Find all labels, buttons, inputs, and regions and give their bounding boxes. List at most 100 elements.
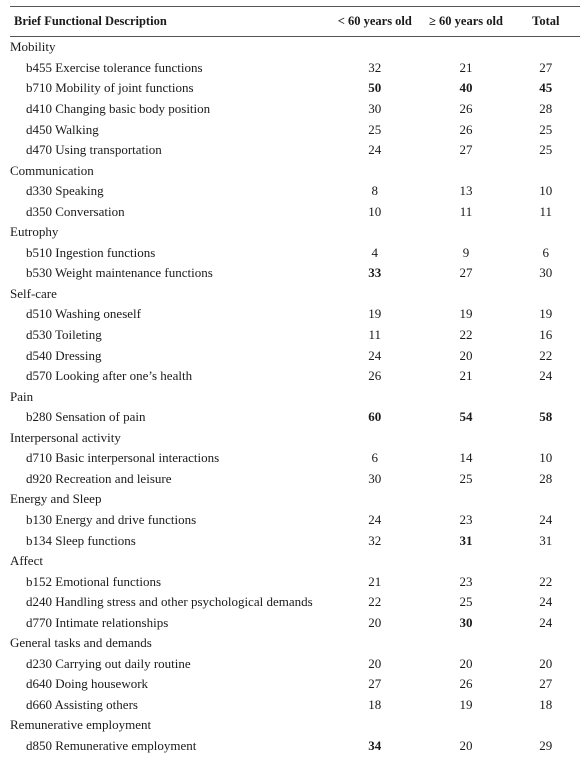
table-row: d240 Handling stress and other psycholog… xyxy=(10,592,580,613)
cell-total: 24 xyxy=(512,612,580,633)
table-row: Affect xyxy=(10,551,580,572)
item-label: d660 Assisting others xyxy=(10,694,329,715)
col-header-description: Brief Functional Description xyxy=(10,7,329,37)
table-row: d510 Washing oneself191919 xyxy=(10,304,580,325)
item-label: d770 Intimate relationships xyxy=(10,612,329,633)
cell-total xyxy=(512,427,580,448)
cell-total: 20 xyxy=(512,653,580,674)
cell-total xyxy=(512,715,580,736)
cell-lt60: 30 xyxy=(329,468,420,489)
cell-ge60: 23 xyxy=(420,571,511,592)
cell-total: 29 xyxy=(512,735,580,756)
item-label: d530 Toileting xyxy=(10,325,329,346)
cell-lt60 xyxy=(329,427,420,448)
cell-total: 6 xyxy=(512,242,580,263)
group-label: Pain xyxy=(10,386,329,407)
cell-lt60: 18 xyxy=(329,694,420,715)
cell-ge60: 14 xyxy=(420,448,511,469)
cell-total xyxy=(512,633,580,654)
item-label: b455 Exercise tolerance functions xyxy=(10,57,329,78)
item-label: d410 Changing basic body position xyxy=(10,99,329,120)
table-row: b130 Energy and drive functions242324 xyxy=(10,509,580,530)
cell-ge60: 27 xyxy=(420,140,511,161)
table-row: Energy and Sleep xyxy=(10,489,580,510)
cell-lt60: 8 xyxy=(329,181,420,202)
table-row: b280 Sensation of pain605458 xyxy=(10,407,580,428)
table-row: d660 Assisting others181918 xyxy=(10,694,580,715)
group-label: Eutrophy xyxy=(10,222,329,243)
col-header-ge60: ≥ 60 years old xyxy=(420,7,511,37)
group-label: Remunerative employment xyxy=(10,715,329,736)
cell-lt60: 32 xyxy=(329,57,420,78)
cell-total xyxy=(512,386,580,407)
cell-total xyxy=(512,551,580,572)
cell-total xyxy=(512,160,580,181)
cell-ge60 xyxy=(420,633,511,654)
table-row: b710 Mobility of joint functions504045 xyxy=(10,78,580,99)
cell-total: 31 xyxy=(512,530,580,551)
table-row: d410 Changing basic body position302628 xyxy=(10,99,580,120)
cell-ge60: 26 xyxy=(420,674,511,695)
table-row: Pain xyxy=(10,386,580,407)
cell-total: 24 xyxy=(512,592,580,613)
cell-total xyxy=(512,36,580,57)
cell-lt60: 24 xyxy=(329,345,420,366)
cell-ge60 xyxy=(420,222,511,243)
cell-total: 10 xyxy=(512,181,580,202)
cell-ge60: 25 xyxy=(420,468,511,489)
table-row: Self-care xyxy=(10,283,580,304)
item-label: d240 Handling stress and other psycholog… xyxy=(10,592,329,613)
cell-total: 27 xyxy=(512,674,580,695)
table-row: d530 Toileting112216 xyxy=(10,325,580,346)
cell-total xyxy=(512,283,580,304)
item-label: d710 Basic interpersonal interactions xyxy=(10,448,329,469)
group-label: Communication xyxy=(10,160,329,181)
cell-total: 22 xyxy=(512,571,580,592)
table-row: b152 Emotional functions212322 xyxy=(10,571,580,592)
table-row: d350 Conversation101111 xyxy=(10,201,580,222)
cell-ge60: 20 xyxy=(420,345,511,366)
cell-lt60 xyxy=(329,160,420,181)
cell-lt60 xyxy=(329,489,420,510)
table-row: d470 Using transportation242725 xyxy=(10,140,580,161)
cell-total: 28 xyxy=(512,99,580,120)
item-label: d470 Using transportation xyxy=(10,140,329,161)
cell-lt60 xyxy=(329,222,420,243)
col-header-total: Total xyxy=(512,7,580,37)
cell-total: 58 xyxy=(512,407,580,428)
table-row: d850 Remunerative employment342029 xyxy=(10,735,580,756)
item-label: b710 Mobility of joint functions xyxy=(10,78,329,99)
cell-ge60: 21 xyxy=(420,366,511,387)
cell-lt60 xyxy=(329,633,420,654)
table-row: d570 Looking after one’s health262124 xyxy=(10,366,580,387)
table-row: d640 Doing housework272627 xyxy=(10,674,580,695)
cell-ge60: 21 xyxy=(420,57,511,78)
item-label: b510 Ingestion functions xyxy=(10,242,329,263)
cell-ge60: 30 xyxy=(420,612,511,633)
group-label: General tasks and demands xyxy=(10,633,329,654)
table-row: Interpersonal activity xyxy=(10,427,580,448)
cell-total: 24 xyxy=(512,509,580,530)
cell-ge60 xyxy=(420,36,511,57)
item-label: d850 Remunerative employment xyxy=(10,735,329,756)
cell-lt60: 20 xyxy=(329,612,420,633)
cell-total xyxy=(512,489,580,510)
cell-ge60: 22 xyxy=(420,325,511,346)
table-row: b530 Weight maintenance functions332730 xyxy=(10,263,580,284)
cell-lt60 xyxy=(329,551,420,572)
cell-lt60: 33 xyxy=(329,263,420,284)
table-row: d770 Intimate relationships203024 xyxy=(10,612,580,633)
cell-ge60 xyxy=(420,715,511,736)
cell-lt60 xyxy=(329,715,420,736)
group-label: Energy and Sleep xyxy=(10,489,329,510)
cell-ge60 xyxy=(420,283,511,304)
functional-description-table: Brief Functional Description < 60 years … xyxy=(10,6,580,756)
cell-ge60: 26 xyxy=(420,99,511,120)
table-body: Mobilityb455 Exercise tolerance function… xyxy=(10,36,580,756)
cell-ge60 xyxy=(420,427,511,448)
table-row: d330 Speaking81310 xyxy=(10,181,580,202)
cell-ge60 xyxy=(420,386,511,407)
cell-ge60: 11 xyxy=(420,201,511,222)
cell-lt60: 19 xyxy=(329,304,420,325)
table-row: d450 Walking252625 xyxy=(10,119,580,140)
